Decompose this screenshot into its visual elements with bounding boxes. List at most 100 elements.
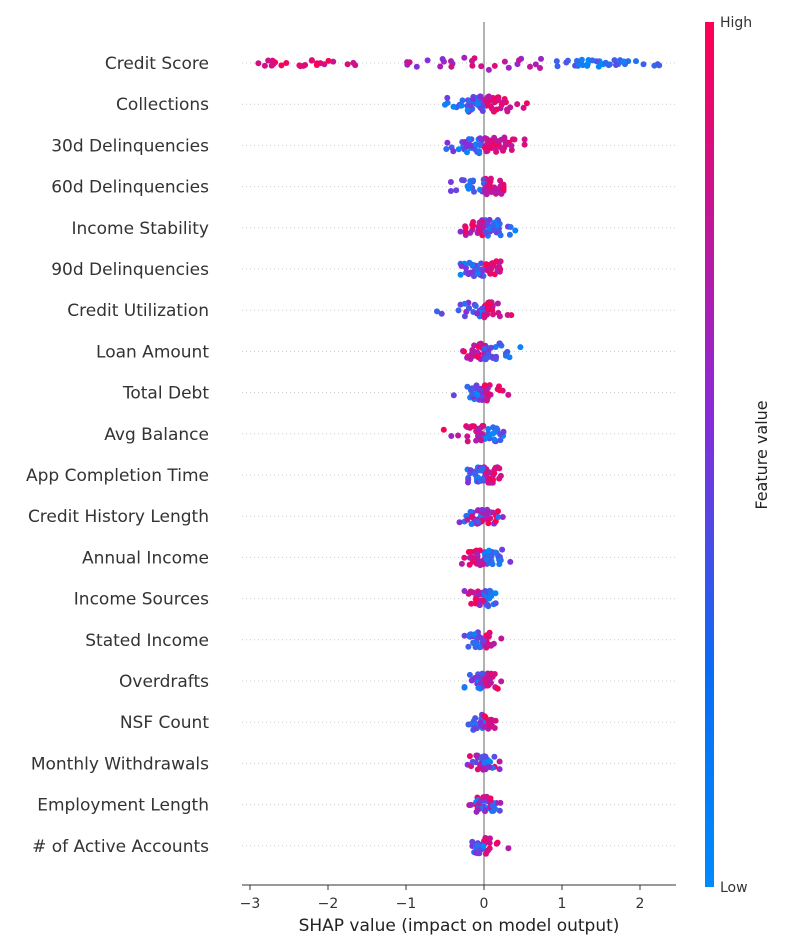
feature-label: Income Sources bbox=[74, 590, 209, 610]
x-tick-label: 1 bbox=[558, 896, 567, 912]
shap-point bbox=[473, 437, 480, 444]
shap-point bbox=[485, 520, 492, 527]
shap-point bbox=[465, 479, 471, 486]
feature-label: Credit Utilization bbox=[67, 301, 209, 321]
shap-point bbox=[496, 766, 503, 773]
shap-point bbox=[514, 101, 521, 108]
shap-point bbox=[467, 102, 474, 109]
shap-point bbox=[491, 753, 498, 760]
shap-point bbox=[554, 63, 561, 70]
shap-point bbox=[483, 261, 490, 268]
shap-point bbox=[511, 136, 518, 143]
shap-point bbox=[476, 227, 483, 234]
shap-point bbox=[465, 136, 472, 143]
shap-point bbox=[501, 58, 508, 65]
shap-point bbox=[479, 753, 486, 760]
shap-point bbox=[496, 807, 503, 814]
shap-point bbox=[494, 138, 501, 145]
shap-point bbox=[484, 304, 491, 311]
shap-point bbox=[455, 307, 462, 314]
shap-point bbox=[475, 518, 481, 525]
shap-point bbox=[471, 725, 478, 731]
feature-label: 90d Delinquencies bbox=[51, 260, 209, 280]
shap-point bbox=[472, 600, 479, 607]
shap-point bbox=[479, 476, 486, 482]
x-axis: SHAP value (impact on model output) −3 −2… bbox=[240, 884, 676, 936]
feature-label: Employment Length bbox=[37, 796, 209, 816]
shap-point bbox=[474, 551, 481, 558]
shap-point bbox=[440, 58, 447, 65]
x-tick-label: 2 bbox=[636, 896, 645, 912]
shap-point bbox=[450, 392, 457, 399]
shap-point bbox=[480, 637, 487, 644]
shap-point bbox=[330, 58, 337, 65]
shap-point bbox=[486, 216, 493, 223]
shap-point bbox=[475, 634, 482, 641]
shap-point bbox=[495, 508, 501, 515]
x-tick-label: 0 bbox=[480, 896, 489, 912]
shap-point bbox=[507, 224, 514, 230]
shap-point bbox=[487, 795, 494, 802]
shap-point bbox=[465, 305, 472, 312]
shap-point bbox=[344, 61, 351, 68]
shap-point bbox=[490, 222, 496, 228]
shap-point bbox=[453, 187, 460, 194]
shap-point bbox=[474, 806, 481, 813]
shap-point bbox=[437, 63, 444, 70]
shap-point bbox=[495, 514, 502, 520]
shap-point bbox=[464, 516, 471, 523]
shap-point bbox=[480, 561, 487, 568]
shap-point bbox=[283, 60, 290, 66]
shap-point bbox=[517, 344, 524, 351]
shap-point bbox=[444, 99, 451, 106]
shap-point bbox=[458, 560, 465, 567]
shap-point bbox=[438, 310, 445, 317]
shap-point bbox=[448, 63, 455, 70]
feature-rows: Credit Score Collections 30d Delinquencies… bbox=[26, 22, 676, 885]
shap-point bbox=[485, 351, 492, 358]
shap-point bbox=[473, 752, 480, 759]
shap-point bbox=[481, 314, 488, 321]
shap-point bbox=[521, 136, 528, 143]
shap-point bbox=[492, 549, 499, 556]
shap-point bbox=[496, 465, 503, 472]
shap-point bbox=[589, 57, 596, 64]
shap-point bbox=[461, 300, 468, 307]
shap-point bbox=[485, 93, 492, 100]
shap-point bbox=[459, 97, 466, 104]
shap-point bbox=[537, 65, 543, 71]
shap-point bbox=[483, 836, 490, 842]
shap-point bbox=[459, 177, 465, 183]
shap-point bbox=[456, 519, 463, 526]
shap-point bbox=[633, 58, 639, 65]
shap-point bbox=[483, 512, 490, 519]
shap-point bbox=[523, 100, 530, 107]
shap-point bbox=[472, 468, 479, 475]
shap-point bbox=[486, 547, 492, 554]
shap-point bbox=[464, 424, 471, 430]
shap-point bbox=[483, 148, 490, 155]
shap-point bbox=[489, 802, 496, 809]
shap-point bbox=[488, 553, 495, 560]
x-tick-label: −1 bbox=[396, 896, 417, 912]
shap-point bbox=[490, 106, 497, 113]
shap-point bbox=[611, 57, 618, 64]
shap-point bbox=[485, 101, 491, 108]
shap-point bbox=[465, 549, 472, 555]
shap-point bbox=[491, 62, 498, 69]
shap-point bbox=[497, 799, 504, 806]
shap-point bbox=[640, 61, 647, 68]
shap-point bbox=[448, 433, 455, 439]
shap-point bbox=[471, 348, 478, 355]
shap-point bbox=[508, 142, 515, 149]
shap-point bbox=[466, 753, 473, 760]
shap-point bbox=[497, 472, 504, 479]
shap-point bbox=[492, 600, 499, 607]
shap-point bbox=[499, 546, 506, 553]
shap-point bbox=[450, 148, 457, 155]
feature-label: NSF Count bbox=[120, 713, 210, 733]
shap-point bbox=[491, 227, 498, 234]
shap-point bbox=[487, 175, 494, 182]
